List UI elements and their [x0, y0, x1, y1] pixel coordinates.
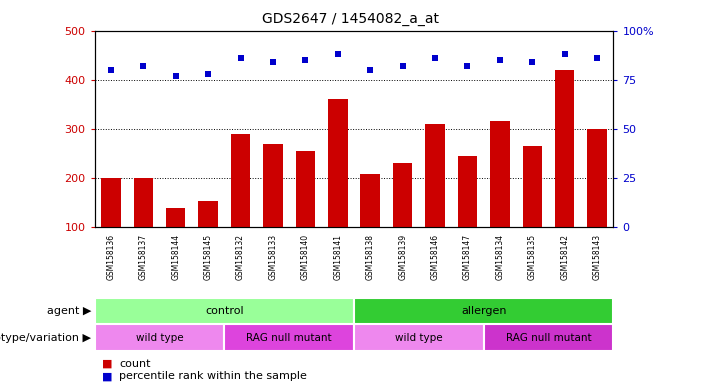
- Point: [170, 73, 182, 79]
- Bar: [354, 298, 613, 324]
- Text: GSM158146: GSM158146: [430, 233, 440, 280]
- Bar: [458, 156, 477, 276]
- Bar: [95, 324, 224, 351]
- Bar: [231, 134, 250, 276]
- Point: [430, 55, 441, 61]
- Text: GSM158136: GSM158136: [107, 233, 116, 280]
- Text: GSM158133: GSM158133: [268, 233, 278, 280]
- Text: control: control: [205, 306, 244, 316]
- Point: [235, 55, 246, 61]
- Bar: [134, 178, 153, 276]
- Text: GDS2647 / 1454082_a_at: GDS2647 / 1454082_a_at: [262, 12, 439, 25]
- Text: wild type: wild type: [136, 333, 183, 343]
- Text: GSM158132: GSM158132: [236, 233, 245, 280]
- Text: GSM158143: GSM158143: [592, 233, 601, 280]
- Text: genotype/variation ▶: genotype/variation ▶: [0, 333, 91, 343]
- Text: ■: ■: [102, 359, 112, 369]
- Text: RAG null mutant: RAG null mutant: [246, 333, 332, 343]
- Point: [559, 51, 571, 57]
- Bar: [354, 324, 484, 351]
- Text: GSM158139: GSM158139: [398, 233, 407, 280]
- Text: GSM158135: GSM158135: [528, 233, 537, 280]
- Text: agent ▶: agent ▶: [47, 306, 91, 316]
- Text: GSM158138: GSM158138: [366, 233, 375, 280]
- Text: GSM158147: GSM158147: [463, 233, 472, 280]
- Bar: [555, 70, 575, 276]
- Point: [137, 63, 149, 69]
- Point: [462, 63, 473, 69]
- Bar: [264, 144, 283, 276]
- Bar: [393, 163, 412, 276]
- Bar: [360, 174, 380, 276]
- Text: RAG null mutant: RAG null mutant: [505, 333, 592, 343]
- Bar: [490, 121, 510, 276]
- Text: GSM158145: GSM158145: [203, 233, 212, 280]
- Text: GSM158141: GSM158141: [333, 233, 342, 280]
- Bar: [296, 151, 315, 276]
- Point: [300, 57, 311, 63]
- Text: count: count: [119, 359, 151, 369]
- Text: allergen: allergen: [461, 306, 506, 316]
- Point: [332, 51, 343, 57]
- Text: GSM158144: GSM158144: [171, 233, 180, 280]
- Text: GSM158140: GSM158140: [301, 233, 310, 280]
- Text: percentile rank within the sample: percentile rank within the sample: [119, 371, 307, 381]
- Point: [105, 67, 116, 73]
- Bar: [101, 178, 121, 276]
- Text: GSM158142: GSM158142: [560, 233, 569, 280]
- Point: [203, 71, 214, 77]
- Bar: [166, 208, 185, 276]
- Point: [397, 63, 408, 69]
- Bar: [224, 324, 354, 351]
- Point: [365, 67, 376, 73]
- Bar: [587, 129, 607, 276]
- Bar: [426, 124, 444, 276]
- Point: [267, 59, 278, 65]
- Bar: [523, 146, 542, 276]
- Bar: [328, 99, 348, 276]
- Point: [494, 57, 505, 63]
- Point: [592, 55, 603, 61]
- Point: [526, 59, 538, 65]
- Text: GSM158137: GSM158137: [139, 233, 148, 280]
- Bar: [198, 201, 218, 276]
- Text: ■: ■: [102, 371, 112, 381]
- Bar: [484, 324, 613, 351]
- Bar: [95, 298, 354, 324]
- Text: wild type: wild type: [395, 333, 442, 343]
- Text: GSM158134: GSM158134: [496, 233, 505, 280]
